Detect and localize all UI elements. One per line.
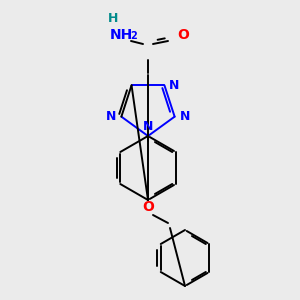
Text: NH: NH <box>110 28 133 42</box>
Text: N: N <box>106 110 117 123</box>
Text: O: O <box>142 200 154 214</box>
Text: N: N <box>179 110 190 123</box>
Text: O: O <box>177 28 189 42</box>
Text: H: H <box>108 11 118 25</box>
Text: N: N <box>169 79 180 92</box>
Text: N: N <box>143 119 153 133</box>
Text: 2: 2 <box>130 31 137 41</box>
